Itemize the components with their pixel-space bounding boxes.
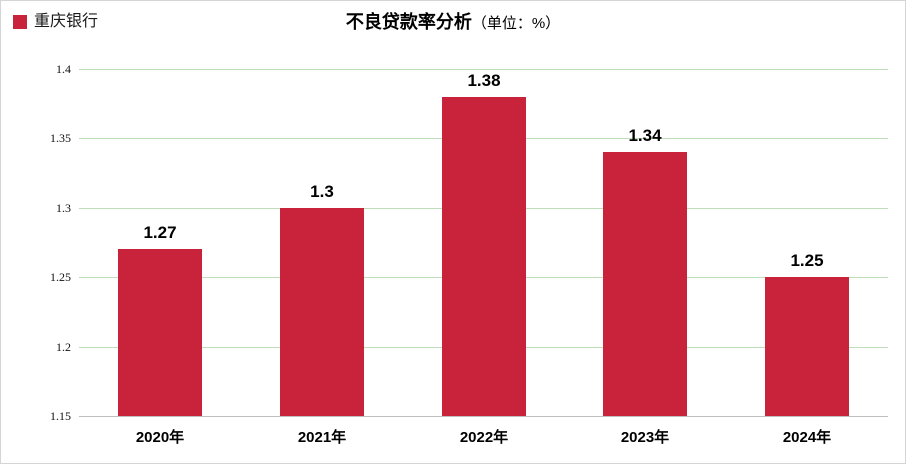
bar-2020年	[118, 249, 202, 416]
bar-value-label: 1.27	[143, 223, 177, 242]
gridline	[79, 69, 888, 70]
chart-title-text: 不良贷款率分析	[345, 12, 472, 32]
x-axis-label: 2020年	[135, 429, 185, 446]
bar-2022年	[442, 97, 526, 416]
y-axis-tick-label: 1.4	[56, 62, 71, 76]
x-axis-label: 2021年	[297, 429, 347, 446]
legend-color-swatch	[13, 15, 27, 29]
chart-title-unit: （单位：%）	[471, 15, 561, 32]
bar-2024年	[765, 277, 849, 416]
bar-2023年	[603, 152, 687, 416]
y-axis-tick-label: 1.2	[56, 340, 71, 354]
legend-series-label: 重庆银行	[34, 13, 99, 30]
y-axis-tick-label: 1.25	[50, 270, 71, 284]
bar-value-label: 1.34	[628, 126, 662, 145]
legend: 重庆银行	[13, 14, 98, 30]
y-axis-tick-label: 1.35	[50, 131, 71, 145]
chart-title: 不良贷款率分析（单位：%）	[1, 11, 905, 35]
bar-value-label: 1.38	[467, 71, 501, 90]
x-axis-label: 2023年	[620, 429, 670, 446]
x-axis-line	[79, 416, 888, 417]
y-axis-tick-label: 1.3	[56, 201, 71, 215]
bar-2021年	[280, 208, 364, 416]
y-axis-tick-label: 1.15	[50, 409, 71, 423]
x-axis-label: 2024年	[782, 429, 832, 446]
x-axis-label: 2022年	[459, 429, 509, 446]
bar-value-label: 1.3	[310, 182, 334, 201]
bar-value-label: 1.25	[790, 251, 824, 270]
